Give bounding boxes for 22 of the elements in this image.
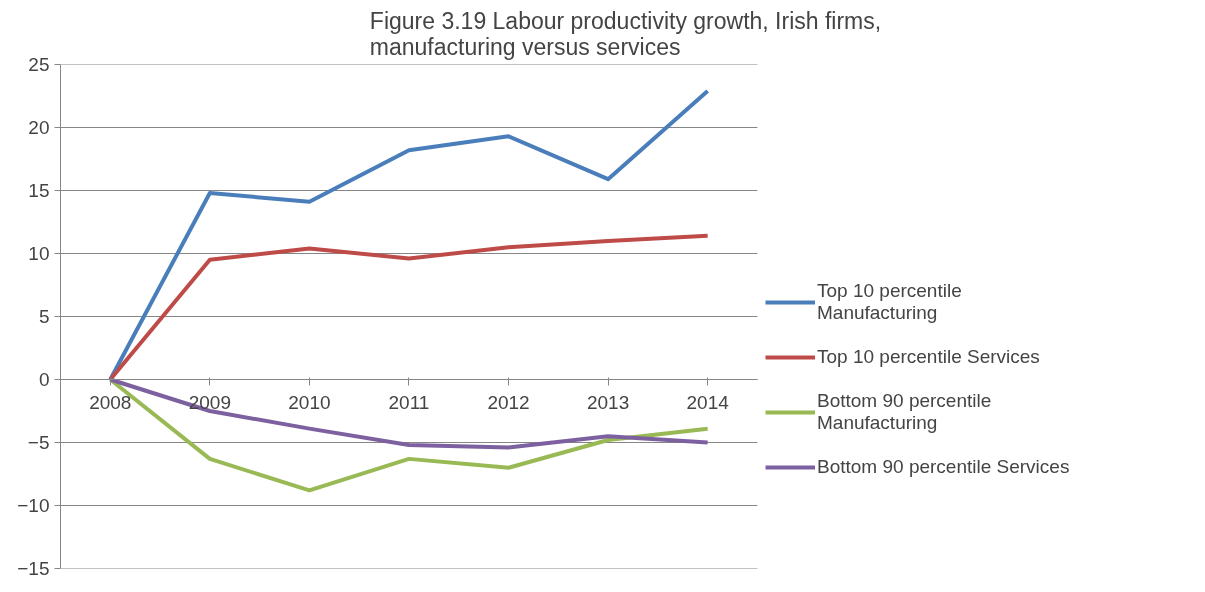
y-tick-label: 25 bbox=[28, 54, 50, 75]
legend-label: Top 10 percentile Services bbox=[817, 346, 1041, 368]
y-tick-label: −15 bbox=[17, 558, 50, 579]
line-series bbox=[108, 233, 710, 382]
chart-title: Figure 3.19 Labour productivity growth, Irish firms, manufacturing versus services bbox=[369, 7, 882, 60]
y-tick-label: 10 bbox=[28, 243, 50, 264]
x-tick-label: 2010 bbox=[288, 391, 331, 413]
y-tick-label: −10 bbox=[17, 495, 50, 516]
legend-label: Bottom 90 percentile Manufacturing bbox=[817, 390, 993, 434]
x-tick-label: 2014 bbox=[686, 391, 730, 413]
x-tick-label: 2012 bbox=[487, 391, 530, 413]
x-tick-label: 2009 bbox=[188, 391, 231, 413]
y-tick-label: 15 bbox=[28, 180, 50, 201]
y-tick-label: 5 bbox=[38, 306, 50, 327]
x-tick-label: 2008 bbox=[89, 391, 132, 413]
x-tick-label: 2011 bbox=[388, 391, 430, 413]
x-tick-label: 2013 bbox=[586, 391, 630, 413]
y-tick-label: −5 bbox=[27, 432, 50, 453]
legend-label: Top 10 percentile Manufacturing bbox=[817, 280, 963, 324]
y-tick-label: 0 bbox=[38, 369, 50, 390]
legend-label: Bottom 90 percentile Services bbox=[817, 456, 1071, 478]
y-tick-label: 20 bbox=[28, 117, 50, 138]
